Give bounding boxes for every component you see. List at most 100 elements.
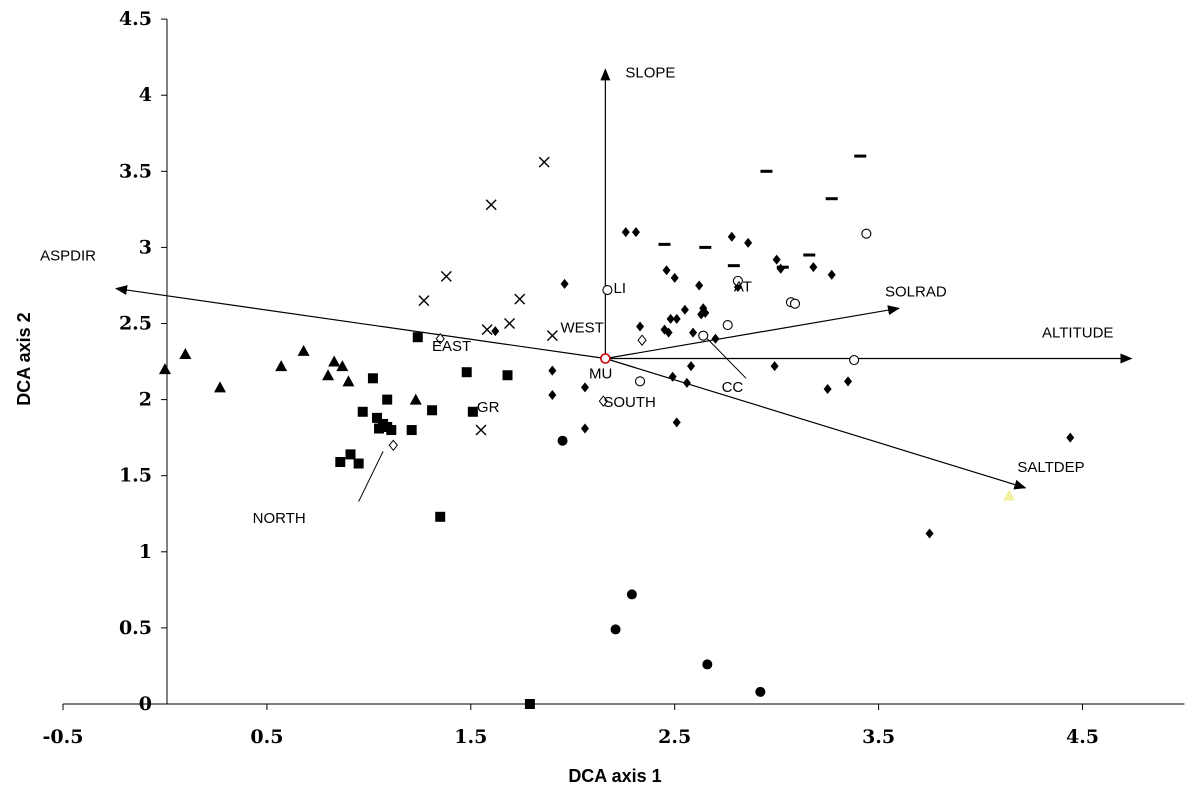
square-point [382, 394, 393, 405]
square-point [367, 373, 378, 384]
diamond-point [711, 333, 720, 344]
open-circle-point [634, 376, 646, 387]
square-point [461, 367, 472, 378]
triangle-point [342, 375, 355, 387]
diamond-point [689, 327, 698, 338]
vector-saltdep [605, 357, 1027, 490]
triangle-point [179, 347, 192, 359]
vector-aspdir [115, 285, 606, 360]
centroid-label-north: NORTH [253, 510, 306, 527]
y-tick-label: 0 [139, 693, 152, 715]
x-point-stroke [440, 270, 452, 282]
x-point-stroke [418, 295, 430, 307]
diamond-point [687, 361, 696, 372]
square-point [502, 370, 513, 381]
square-point [435, 511, 446, 522]
vector-label-aspdir: ASPDIR [40, 247, 96, 264]
x-point-stroke [485, 199, 497, 211]
diamond-point [580, 382, 589, 393]
env-vectors: SLOPE ASPDIR SOLRAD ALTITUDE SALTDEP [40, 64, 1133, 490]
triangle-point [322, 369, 335, 381]
dash-point [776, 265, 789, 269]
diamond-point [580, 423, 589, 434]
y-tick-label: 2 [139, 389, 152, 411]
triangle-point [409, 393, 422, 405]
open-circle-point [789, 298, 801, 309]
diamond-point [668, 371, 677, 382]
centroid-label-mu: MU [589, 365, 612, 382]
open-circle-point [861, 228, 872, 239]
diamond-point [925, 528, 934, 539]
circle-point [626, 589, 637, 600]
square-point [386, 425, 397, 436]
x-point-stroke [538, 156, 550, 168]
centroid-labels: EAST WEST LI AT MU SOUTH GR CC NORTH [253, 279, 752, 527]
triangle-point [214, 381, 227, 393]
x-point-stroke [546, 330, 558, 342]
vector-label-saltdep: SALTDEP [1017, 459, 1084, 476]
diamond-point [823, 383, 832, 394]
open-circle-point [732, 275, 743, 286]
x-point-stroke [504, 318, 516, 329]
circle-point [610, 624, 621, 635]
x-axis-title: DCA axis 1 [568, 766, 661, 786]
x-point [538, 156, 550, 168]
leader-line [358, 451, 384, 502]
x-point [418, 295, 430, 307]
dash-point [699, 245, 712, 249]
diamond-point [680, 304, 689, 315]
diamond-point [548, 390, 557, 401]
diamond-point [772, 254, 781, 265]
vector-label-solrad: SOLRAD [885, 283, 947, 300]
circle-point [755, 686, 766, 697]
square-point [524, 699, 535, 709]
circle-point [557, 435, 568, 446]
axes [63, 19, 1185, 705]
x-point [504, 318, 516, 329]
diamond-point [491, 326, 500, 337]
centroid-label-west: WEST [561, 320, 604, 337]
square-point [406, 425, 417, 436]
diamond-point [621, 227, 630, 238]
x-tick-label: 2.5 [658, 726, 691, 748]
diamond-point [844, 376, 853, 387]
x-point [546, 330, 558, 342]
data-points [158, 154, 1075, 709]
diamond-point [776, 263, 785, 274]
diamond-point [666, 313, 675, 324]
diamond-point [672, 313, 681, 324]
y-tick-label: 3.5 [119, 160, 152, 182]
vector-solrad [605, 305, 900, 360]
leader-lines [358, 338, 747, 502]
diamond-point [670, 272, 679, 283]
dash-point [658, 242, 671, 246]
square-point [335, 457, 346, 468]
y-tick-label: 1.5 [119, 465, 152, 487]
diamond-point [827, 269, 836, 280]
x-point-stroke [514, 293, 526, 305]
y-axis-title: DCA axis 2 [14, 312, 34, 405]
square-point [427, 405, 438, 416]
centroid-label-gr: GR [477, 399, 500, 416]
vector-label-slope: SLOPE [625, 64, 675, 81]
diamond-point [701, 307, 710, 318]
diamond-point [662, 265, 671, 276]
dash-point [760, 169, 773, 173]
dash-point [803, 253, 816, 257]
dash-point [727, 264, 740, 268]
diamond-point [744, 237, 753, 248]
dash-point [854, 154, 867, 158]
square-point [345, 449, 356, 460]
x-tick-label: 3.5 [862, 726, 895, 748]
diamond-point [548, 365, 557, 376]
y-tick-label: 1 [139, 541, 152, 563]
yellow-triangle-point [1003, 489, 1016, 501]
diamond-point [727, 231, 736, 242]
diamond-point [672, 417, 681, 428]
diamond-point [560, 278, 569, 289]
x-tick-label: -0.5 [43, 726, 84, 748]
triangle-point [328, 355, 341, 367]
x-point [485, 199, 497, 211]
x-point [475, 424, 487, 436]
